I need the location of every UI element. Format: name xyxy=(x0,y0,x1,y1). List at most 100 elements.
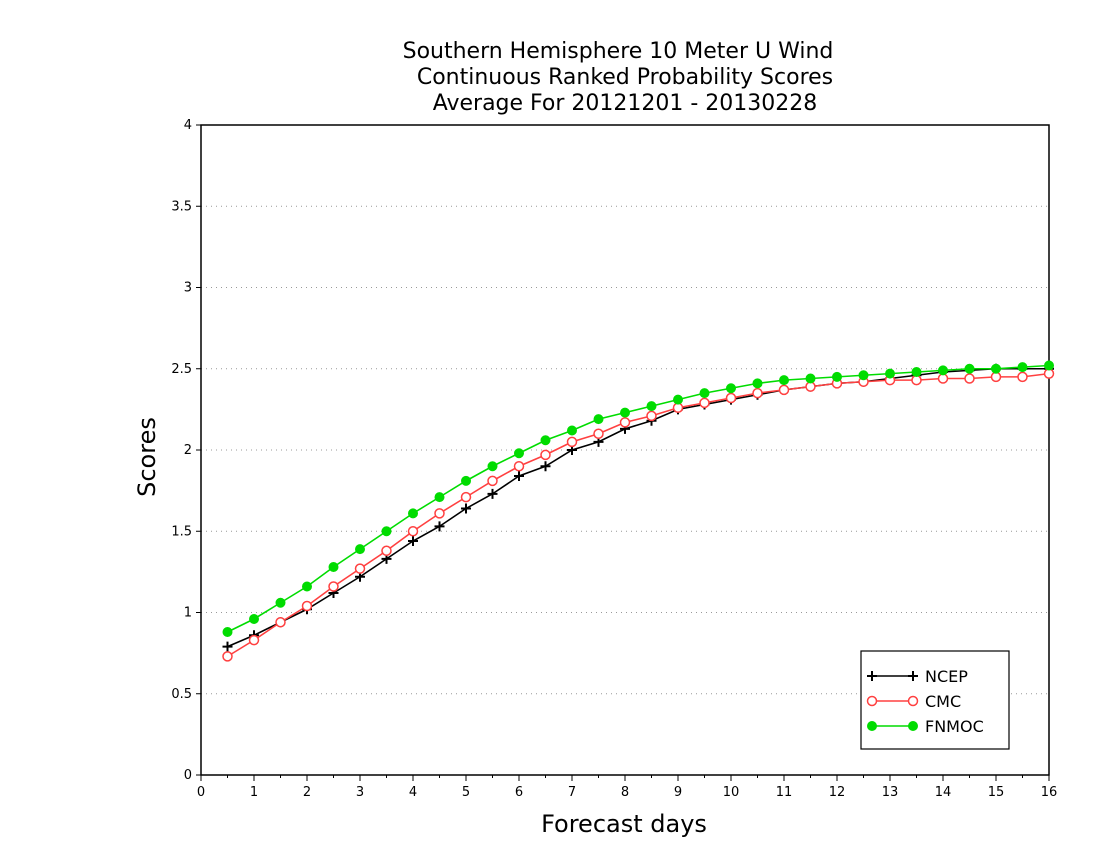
data-point-cmc xyxy=(301,600,313,612)
x-tick-label: 1 xyxy=(250,785,258,800)
data-point-fnmoc xyxy=(1044,360,1054,371)
chart-title-line-2: Continuous Ranked Probability Scores xyxy=(417,65,833,90)
data-point-fnmoc xyxy=(964,363,975,374)
legend-box xyxy=(860,650,1010,750)
data-point-fnmoc xyxy=(275,597,286,608)
x-tick-label: 9 xyxy=(674,785,682,800)
data-point-cmc xyxy=(222,651,233,662)
series-line-fnmoc xyxy=(227,364,1050,633)
x-axis-label: Forecast days xyxy=(541,810,707,838)
data-point-cmc xyxy=(699,397,710,409)
data-point-fnmoc xyxy=(911,367,922,377)
axes: 00.511.522.533.540 1 2 3 4 5 6 7 8 9 10 11 12 13 14 15 1… xyxy=(171,118,1057,800)
x-tick-label: 5 xyxy=(462,785,470,800)
x-tick-label: 3 xyxy=(356,785,364,800)
data-point-fnmoc xyxy=(487,461,498,472)
legend-label-ncep: NCEP xyxy=(925,667,968,686)
data-point-cmc xyxy=(778,384,790,396)
data-point-ncep xyxy=(434,521,445,532)
y-tick-label: 4 xyxy=(184,118,192,133)
data-point-cmc xyxy=(407,526,419,537)
data-point-fnmoc xyxy=(832,371,842,382)
legend-label-cmc: CMC xyxy=(925,692,961,711)
chart-title-line-3: Average For 20121201 - 20130228 xyxy=(433,91,818,116)
data-point-cmc xyxy=(513,461,525,472)
data-point-ncep xyxy=(408,536,418,546)
x-tick-label: 13 xyxy=(882,785,899,800)
legend-marker xyxy=(907,695,919,707)
x-tick-label: 2 xyxy=(303,785,311,800)
data-point-fnmoc xyxy=(805,373,816,384)
x-tick-label: 12 xyxy=(829,785,846,800)
data-series xyxy=(222,360,1055,662)
legend-marker xyxy=(867,721,877,731)
data-point-cmc xyxy=(752,387,763,399)
data-point-cmc xyxy=(566,436,578,448)
data-point-fnmoc xyxy=(858,370,869,381)
y-axis-label: Scores xyxy=(133,417,161,497)
y-tick-label: 1.5 xyxy=(171,524,192,539)
data-point-fnmoc xyxy=(938,365,948,376)
data-point-fnmoc xyxy=(355,544,365,555)
data-point-cmc xyxy=(487,475,498,487)
data-point-fnmoc xyxy=(381,526,392,537)
data-point-ncep xyxy=(540,461,551,472)
legend-marker xyxy=(866,695,878,707)
x-tick-label: 14 xyxy=(935,785,952,800)
data-point-fnmoc xyxy=(408,508,418,519)
x-tick-label: 8 xyxy=(621,785,629,800)
x-tick-label: 0 xyxy=(197,785,205,800)
data-point-fnmoc xyxy=(222,627,233,637)
legend-marker xyxy=(908,671,918,681)
data-point-fnmoc xyxy=(567,425,577,436)
data-point-cmc xyxy=(593,428,604,439)
data-point-fnmoc xyxy=(461,475,471,486)
grid-lines xyxy=(201,205,1049,695)
data-point-fnmoc xyxy=(1017,362,1028,373)
data-point-cmc xyxy=(248,634,260,646)
legend-item-cmc: CMC xyxy=(866,692,961,711)
x-tick-label: 11 xyxy=(776,785,793,800)
data-point-cmc xyxy=(434,508,445,519)
data-point-cmc xyxy=(1017,371,1028,383)
y-tick-label: 2.5 xyxy=(171,362,192,377)
x-tick-label: 16 xyxy=(1041,785,1058,800)
data-point-fnmoc xyxy=(752,378,763,389)
data-point-fnmoc xyxy=(540,435,551,446)
data-point-cmc xyxy=(354,563,366,574)
data-point-fnmoc xyxy=(249,614,259,624)
data-point-fnmoc xyxy=(328,562,339,572)
x-tick-label: 10 xyxy=(723,785,740,800)
data-point-cmc xyxy=(540,449,551,461)
data-point-cmc xyxy=(619,417,631,428)
data-point-fnmoc xyxy=(699,388,710,399)
legend-marker xyxy=(867,671,877,681)
x-tick-label: 4 xyxy=(409,785,417,800)
y-tick-label: 0 xyxy=(184,768,192,783)
data-point-cmc xyxy=(275,617,286,628)
legend-marker xyxy=(908,721,918,731)
series-line-cmc xyxy=(227,372,1050,658)
data-point-fnmoc xyxy=(620,407,630,418)
y-tick-label: 3.5 xyxy=(171,199,192,214)
data-point-cmc xyxy=(460,491,472,503)
data-point-cmc xyxy=(646,410,657,422)
data-point-ncep xyxy=(487,488,498,499)
data-point-cmc xyxy=(381,545,392,556)
x-tick-label: 6 xyxy=(515,785,523,800)
legend: NCEP CMC FNMOC xyxy=(860,650,1010,750)
chart-title-line-1: Southern Hemisphere 10 Meter U Wind xyxy=(403,39,834,64)
data-point-ncep xyxy=(461,503,471,514)
x-tick-label: 7 xyxy=(568,785,576,800)
data-point-fnmoc xyxy=(885,368,895,379)
data-point-fnmoc xyxy=(673,394,683,405)
series-ncep xyxy=(222,363,1054,652)
data-point-fnmoc xyxy=(779,375,789,386)
series-fnmoc xyxy=(222,360,1054,637)
data-point-ncep xyxy=(222,641,233,652)
chart-title: Southern Hemisphere 10 Meter U Wind Cont… xyxy=(403,39,834,116)
data-point-fnmoc xyxy=(991,363,1001,374)
data-point-ncep xyxy=(514,471,524,481)
x-tick-label: 15 xyxy=(988,785,1005,800)
